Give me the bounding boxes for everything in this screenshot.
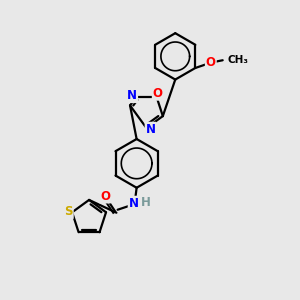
Text: N: N <box>146 123 156 136</box>
Text: N: N <box>127 89 137 102</box>
Text: N: N <box>129 197 139 210</box>
Text: CH₃: CH₃ <box>228 55 249 64</box>
Text: O: O <box>100 190 110 202</box>
Text: O: O <box>206 56 216 69</box>
Text: S: S <box>64 205 73 218</box>
Text: O: O <box>153 87 163 100</box>
Text: H: H <box>141 196 151 208</box>
